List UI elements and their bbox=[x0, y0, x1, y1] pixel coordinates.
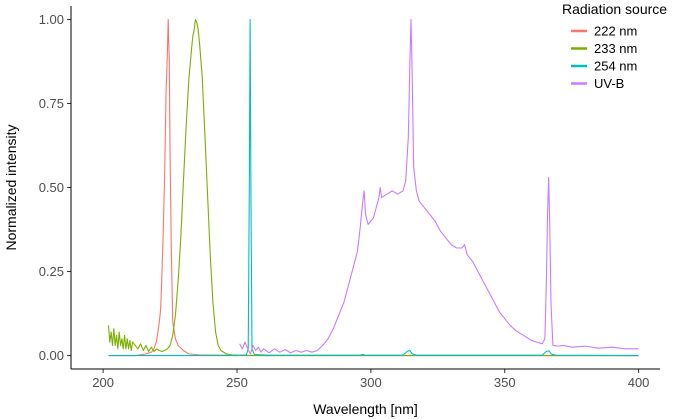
x-tick-label: 200 bbox=[92, 375, 114, 390]
series-layer bbox=[107, 18, 639, 357]
x-axis-ticks: 200 250 300 350 400 bbox=[92, 369, 649, 390]
legend-items: 222 nm 233 nm 254 nm UV-B bbox=[571, 24, 637, 91]
series-line-4 bbox=[239, 18, 639, 355]
legend-label: 233 nm bbox=[594, 41, 637, 56]
legend-label: 254 nm bbox=[594, 59, 637, 74]
y-tick-label: 0.50 bbox=[39, 180, 64, 195]
y-tick-label: 0.25 bbox=[39, 264, 64, 279]
x-axis-title: Wavelength [nm] bbox=[313, 401, 418, 417]
x-tick-label: 250 bbox=[226, 375, 248, 390]
series-line-2 bbox=[107, 18, 639, 357]
x-tick-label: 350 bbox=[494, 375, 516, 390]
y-tick-label: 0.00 bbox=[39, 348, 64, 363]
y-axis-title: Normalized intensity bbox=[3, 124, 19, 250]
x-tick-label: 300 bbox=[360, 375, 382, 390]
y-tick-label: 1.00 bbox=[39, 12, 64, 27]
legend-title: Radiation source bbox=[562, 1, 667, 17]
legend: Radiation source 222 nm 233 nm 254 nm UV-B bbox=[562, 1, 667, 91]
legend-label: UV-B bbox=[594, 76, 624, 91]
series-line-1 bbox=[108, 18, 639, 357]
y-tick-label: 0.75 bbox=[39, 96, 64, 111]
x-tick-label: 400 bbox=[628, 375, 650, 390]
legend-label: 222 nm bbox=[594, 24, 637, 39]
y-axis-ticks: 0.00 0.25 0.50 0.75 1.00 bbox=[39, 12, 71, 363]
series-line-3 bbox=[108, 18, 639, 357]
